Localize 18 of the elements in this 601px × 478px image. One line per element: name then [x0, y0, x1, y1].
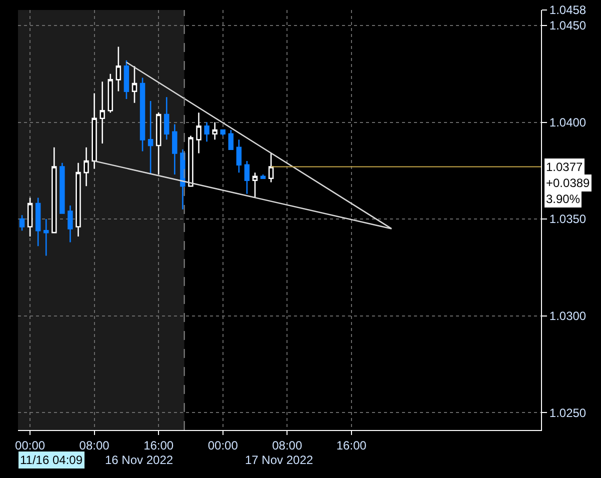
- x-tick-label: 08:00: [79, 438, 110, 452]
- x-tick-label: 08:00: [272, 438, 302, 452]
- x-tick-label: 00:00: [208, 438, 238, 452]
- y-tick-label: 1.0300: [549, 309, 586, 324]
- text: +0.0389: [546, 176, 590, 190]
- x-tick-label: 00:00: [15, 438, 46, 452]
- x-tick-label: 16:00: [144, 438, 174, 452]
- y-tick-label: 1.0250: [549, 406, 586, 420]
- text: 17 Nov 2022: [245, 453, 314, 467]
- y-tick-label: 1.0350: [549, 212, 586, 226]
- text: 16 Nov 2022: [105, 453, 174, 467]
- text: 11/16 04:09: [20, 453, 83, 467]
- ref-line-label: 1.0377: [546, 160, 584, 174]
- y-tick-label: 1.0450: [549, 18, 586, 33]
- y-tick-label: 1.0400: [549, 115, 586, 130]
- text: 3.90%: [546, 192, 580, 206]
- x-tick-label: 16:00: [336, 438, 367, 452]
- y-tick-label: 1.0458: [549, 3, 586, 18]
